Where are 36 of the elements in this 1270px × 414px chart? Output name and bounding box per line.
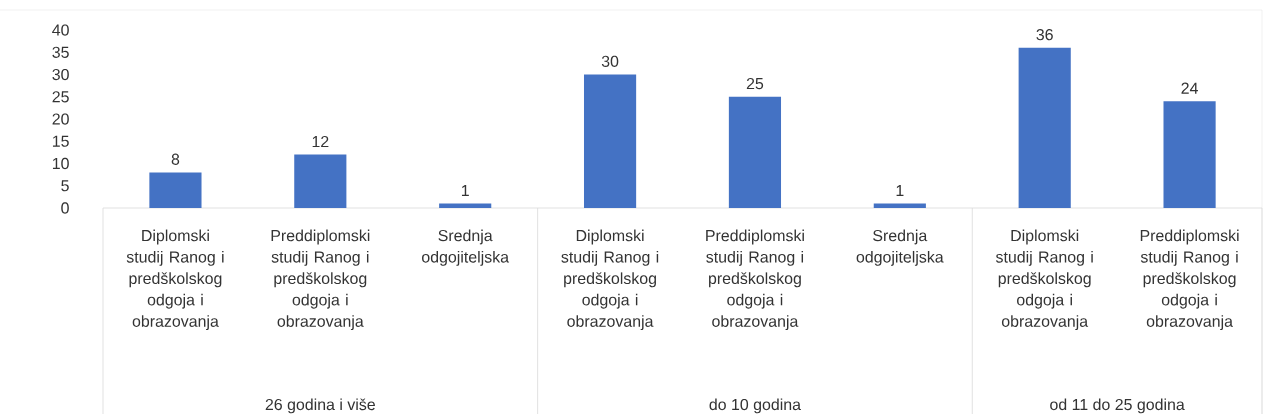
y-tick-label: 35 <box>52 46 69 58</box>
data-label: 24 <box>1181 82 1198 94</box>
x-tick-label: Diplomski studij Ranog i predškolskog odgoja i obrazovanja <box>561 229 659 331</box>
x-tick-label: Preddiplomski studij Ranog i predškolskog odgoja i obrazovanja <box>1140 229 1239 331</box>
y-tick-label: 30 <box>52 68 69 81</box>
data-label: 8 <box>171 153 180 165</box>
bar <box>873 203 926 209</box>
x-tick-label: Preddiplomski studij Ranog i predškolskog odgoja i obrazovanja <box>706 229 804 331</box>
y-tick-label: 5 <box>61 180 69 192</box>
x-tick-label: Diplomski studij Ranog i predškolskog odgoja i obrazovanja <box>126 229 224 331</box>
bar <box>1163 101 1216 209</box>
y-tick-label: 10 <box>52 157 69 170</box>
bar <box>583 74 637 209</box>
data-label: 1 <box>896 185 904 197</box>
bar <box>1018 47 1071 209</box>
y-tick-label: 20 <box>52 113 69 125</box>
data-label: 12 <box>312 135 329 148</box>
bar <box>294 154 347 209</box>
bar <box>728 96 782 209</box>
data-label: 36 <box>1036 29 1053 41</box>
x-tick-label: Preddiplomski studij Ranog i predškolskog odgoja i obrazovanja <box>271 229 370 331</box>
y-tick-label: 0 <box>61 202 69 214</box>
x-tick-label: Diplomski studij Ranog i predškolskog odgoja i obrazovanja <box>995 229 1093 331</box>
y-tick-label: 40 <box>52 24 69 36</box>
y-tick-label: 15 <box>52 135 69 147</box>
text: do 10 godina <box>709 398 801 414</box>
x-tick-label: Srednja odgojiteljska <box>422 229 510 266</box>
x-tick-label: Srednja odgojiteljska <box>856 229 944 266</box>
bar <box>439 203 492 209</box>
y-tick-label: 25 <box>52 91 69 103</box>
bar <box>149 172 202 209</box>
text: od 11 do 25 godina <box>1050 398 1185 414</box>
data-label: 30 <box>601 55 619 67</box>
data-label: 25 <box>746 77 764 90</box>
data-label: 1 <box>461 185 469 197</box>
text: 26 godina i više <box>265 398 375 414</box>
